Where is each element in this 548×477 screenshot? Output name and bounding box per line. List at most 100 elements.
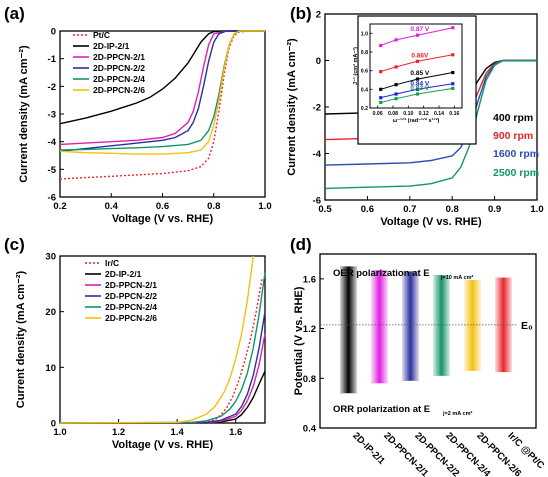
x-axis-title: Voltage (V vs. RHE) [380,216,482,228]
inset-series-label: 0.85 V [410,70,429,77]
y-tick-label: -5 [48,165,57,176]
legend-entry: 900 rpm [493,130,533,142]
reference-label: E₀ [521,320,533,332]
x-tick-label: 0.5 [318,204,332,215]
series-line [59,30,265,152]
y-tick-label: 0 [316,56,321,67]
y-tick-label: 0.8 [303,374,316,385]
y-tick-label: 20 [45,307,56,318]
inset-x-tick-label: 0.16 [449,111,459,117]
inset-x-tick-label: 0.08 [388,111,398,117]
inset-x-tick-label: 0.06 [373,111,383,117]
y-axis-title: Current density (mA cm⁻²) [286,38,298,176]
y-tick-label: -6 [48,193,56,204]
inset-point [415,33,420,37]
y-axis-title: Current density (mA cm⁻²) [15,270,27,408]
inset-x-tick-label: 0.12 [419,111,429,117]
y-tick-label: 1.2 [303,324,316,335]
x-tick-label: 0.8 [207,201,220,212]
x-tick-label: 0.6 [361,204,374,215]
x-tick-label: 0.7 [403,204,416,215]
y-tick-label: 1.6 [303,274,316,285]
y-axis-title: Potential (V vs. RHE) [293,286,305,395]
y-tick-label: -1 [48,54,57,65]
bar-shading [371,270,388,384]
inset-fit-line [380,54,453,73]
inset-point [394,92,398,96]
inset-x-axis-title: ω⁻¹ᐟ² (rad⁻¹ᐟ² s¹ᐟ²) [393,117,440,124]
inset-fit-line [380,83,453,99]
x-tick-label: 0.9 [488,204,501,215]
panel-b: (b) 0.5 0.6 0.7 0.8 0.9 1.0 -6 -4 -2 0 2 Voltage (V … [286,4,544,228]
x-tick-label: 0.2 [53,201,66,212]
series-line [324,59,537,190]
inset-point [415,92,420,96]
x-tick-label: 1.6 [229,427,242,438]
oer-annotation: OER polarization at E [333,268,430,279]
y-tick-label: 10 [45,363,56,374]
legend-entry: 2D-IP-2/1 [93,41,130,51]
inset-point [415,59,420,63]
series-line [59,30,265,125]
inset-point [451,82,455,86]
inset-y-axis-title: J⁻¹ (cm² mA⁻¹) [352,47,359,85]
legend-entry: 400 rpm [493,112,533,124]
legend-entry: 2D-PPCN-2/1 [105,280,157,290]
inset-point [451,70,455,75]
legend-entry: Ir/C [105,258,119,268]
y-axis-title: Current density (mA cm⁻²) [18,45,30,183]
inset-point [379,100,383,104]
orr-annotation-subscript: j=2 mA cm² [442,410,472,417]
oer-annotation-subscript: j=10 mA cm² [440,274,474,281]
y-tick-label: -6 [313,196,321,207]
panel-label: (c) [4,235,25,254]
inset-fit-line [380,87,453,103]
x-category-label: 2D-IP-2/1 [350,430,387,467]
y-tick-label: 0 [51,419,56,430]
y-tick-label: 0 [51,27,56,38]
inset-point [394,83,398,87]
plot-frame [59,30,266,198]
series-line [59,255,254,424]
bar-shading [402,271,419,381]
series-line [59,30,265,151]
inset-point [451,86,455,90]
plot-frame [59,255,266,424]
legend-entry: Pt/C [93,30,110,40]
x-tick-label: 1.0 [530,204,543,215]
x-axis-title: Voltage (V vs. RHE) [112,213,214,225]
legend-entry: 1600 rpm [493,148,539,160]
inset-series-label: 0.83 V [410,85,429,92]
inset-y-tick-label: 1.0 [361,31,368,37]
series-line [59,272,266,424]
inset-point [379,70,383,74]
inset-y-tick-label: 0.6 [361,69,368,75]
inset-point [394,97,398,101]
inset-fit-line [380,27,453,46]
y-tick-label: 2 [316,10,321,21]
panel-label: (d) [290,235,312,254]
legend-entry: 2D-PPCN-2/4 [93,74,145,84]
inset-point [415,87,420,91]
inset-y-tick-label: 0.4 [361,87,368,93]
legend-entry: 2D-PPCN-2/2 [105,291,157,301]
series-line [59,30,265,146]
orr-annotation: ORR polarization at E [333,404,430,415]
y-tick-label: 0.4 [303,424,317,435]
series-line [60,278,263,424]
panel-label: (a) [4,4,25,23]
bar-shading [464,280,481,371]
inset-point [451,53,455,57]
y-tick-label: -3 [48,110,56,121]
panel-a: (a) 0.2 0.4 0.6 0.8 1.0 0 -1 -2 -3 -4 -5 -6 Voltage (… [4,4,272,225]
legend-entry: 2D-PPCN-2/4 [105,302,157,312]
inset-fit-line [380,72,453,90]
y-tick-label: -2 [313,103,321,114]
x-tick-label: 0.6 [156,201,169,212]
x-axis-title: Voltage (V vs. RHE) [112,439,214,451]
inset-y-tick-label: 0.2 [361,106,368,112]
y-tick-label: -2 [48,82,56,93]
inset-plot-frame [369,23,463,109]
x-tick-label: 1.0 [53,427,66,438]
